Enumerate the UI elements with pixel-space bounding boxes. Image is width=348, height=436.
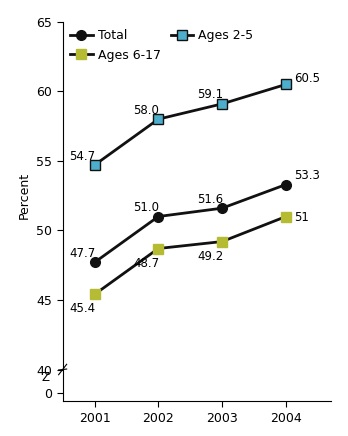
Text: 60.5: 60.5 (294, 72, 320, 85)
Text: 54.7: 54.7 (70, 150, 96, 163)
Text: 53.3: 53.3 (294, 169, 320, 182)
Text: 48.7: 48.7 (133, 256, 159, 269)
Text: 51.0: 51.0 (133, 201, 159, 214)
Y-axis label: Percent: Percent (18, 172, 31, 219)
Text: 47.7: 47.7 (70, 247, 96, 260)
Text: 58.0: 58.0 (133, 104, 159, 116)
Text: 59.1: 59.1 (197, 89, 223, 101)
Text: 45.4: 45.4 (70, 303, 96, 316)
Text: 51: 51 (294, 211, 309, 224)
Text: 49.2: 49.2 (197, 249, 223, 262)
Text: Z: Z (41, 371, 49, 384)
Text: 51.6: 51.6 (197, 193, 223, 206)
Legend: Total, Ages 6-17, Ages 2-5: Total, Ages 6-17, Ages 2-5 (69, 28, 254, 63)
